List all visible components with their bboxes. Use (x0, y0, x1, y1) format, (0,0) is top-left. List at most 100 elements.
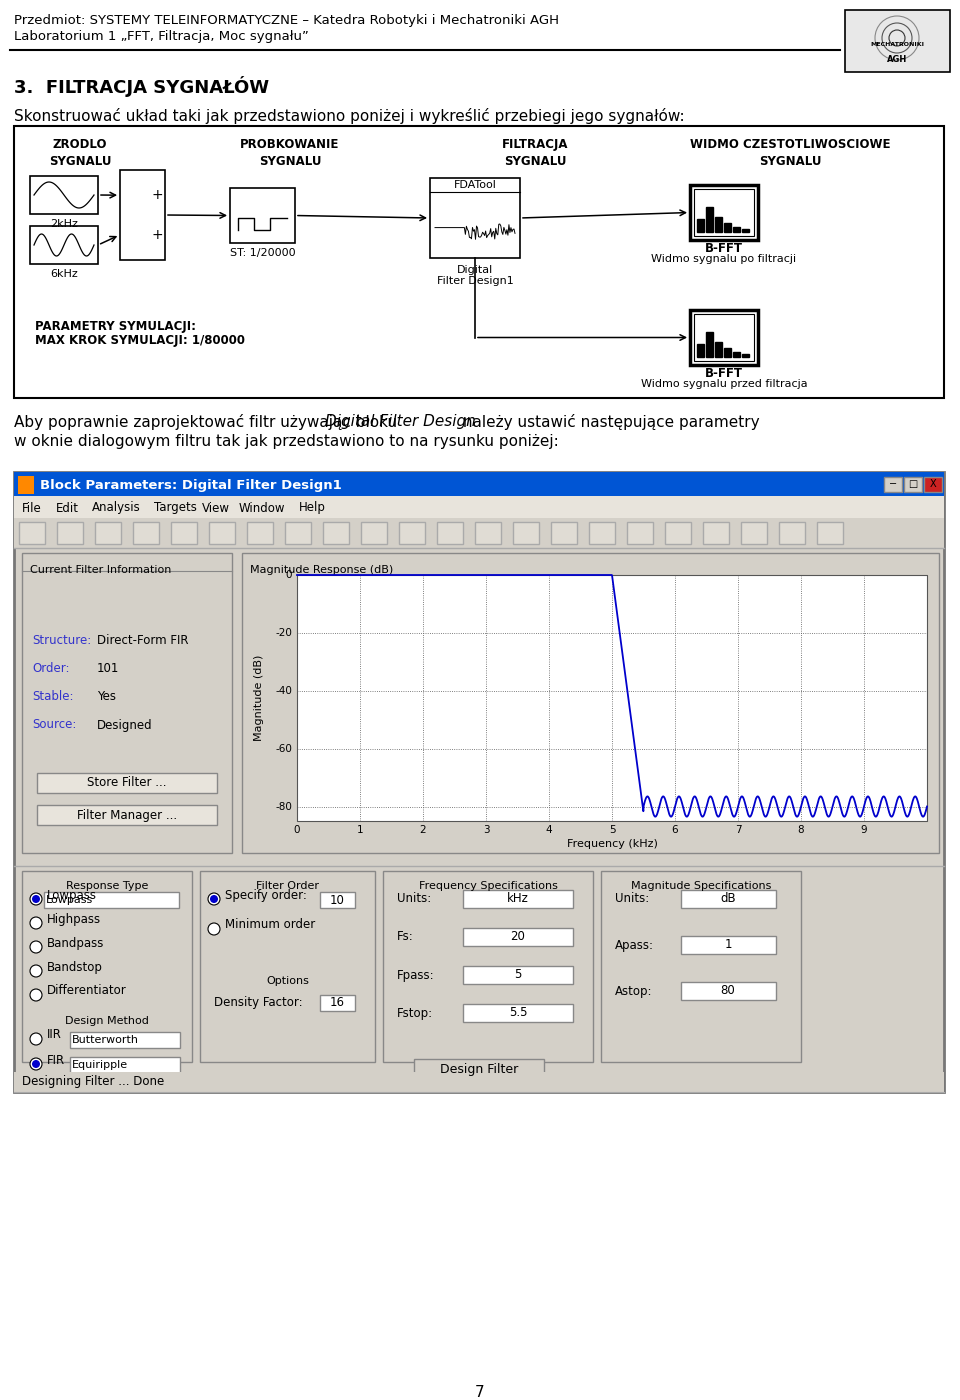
Text: Source:: Source: (32, 718, 77, 731)
Text: Apass:: Apass: (615, 938, 654, 952)
Bar (14, 518, 944, 547)
Bar (681, 937, 776, 953)
Text: Aby poprawnie zaprojektować filtr używając bloku: Aby poprawnie zaprojektować filtr używaj… (14, 414, 402, 430)
Bar (14, 126, 944, 398)
Text: FDATool: FDATool (453, 181, 496, 190)
Text: 7: 7 (475, 1385, 485, 1400)
Bar (133, 522, 159, 545)
Bar (703, 522, 729, 545)
Text: Designing Filter ... Done: Designing Filter ... Done (22, 1075, 164, 1089)
Text: −: − (889, 479, 897, 489)
Text: 3: 3 (483, 825, 490, 834)
Bar (247, 522, 273, 545)
Text: Bandpass: Bandpass (47, 937, 105, 949)
Text: -60: -60 (276, 743, 292, 753)
Text: View: View (202, 501, 230, 515)
Text: Butterworth: Butterworth (72, 1035, 139, 1044)
Bar (320, 995, 355, 1011)
Text: Przedmiot: SYSTEMY TELEINFORMATYCZNE – Katedra Robotyki i Mechatroniki AGH: Przedmiot: SYSTEMY TELEINFORMATYCZNE – K… (14, 14, 559, 27)
Text: 9: 9 (861, 825, 867, 834)
Bar (70, 1032, 180, 1049)
Bar (845, 10, 950, 71)
Bar (690, 309, 758, 365)
Text: Magnitude Specifications: Magnitude Specifications (631, 881, 771, 890)
Bar (463, 1004, 573, 1022)
Bar (383, 871, 593, 1063)
Text: Edit: Edit (56, 501, 79, 515)
Text: Skonstruować układ taki jak przedstawiono poniżej i wykreślić przebiegi jego syg: Skonstruować układ taki jak przedstawion… (14, 108, 684, 125)
Bar (37, 805, 217, 825)
Text: Filter Design1: Filter Design1 (437, 276, 514, 286)
Text: Fpass:: Fpass: (397, 969, 435, 981)
Bar (715, 342, 722, 357)
Bar (884, 477, 902, 491)
Bar (733, 227, 740, 232)
Bar (430, 178, 520, 258)
Bar (742, 354, 749, 357)
Bar (817, 522, 843, 545)
Circle shape (30, 1033, 42, 1044)
Text: MAX KROK SYMULACJI: 1/80000: MAX KROK SYMULACJI: 1/80000 (35, 335, 245, 347)
Bar (22, 553, 232, 853)
Text: AGH: AGH (887, 55, 907, 64)
Bar (589, 522, 615, 545)
Bar (323, 522, 349, 545)
Bar (70, 1057, 180, 1072)
Text: MECHATRONIKI: MECHATRONIKI (870, 42, 924, 48)
Circle shape (30, 1058, 42, 1070)
Bar (14, 496, 944, 518)
Bar (414, 1058, 544, 1079)
Text: Design Method: Design Method (65, 1016, 149, 1026)
Circle shape (30, 965, 42, 977)
Text: 2kHz: 2kHz (50, 218, 78, 230)
Bar (285, 522, 311, 545)
Text: Lowpass: Lowpass (47, 889, 97, 902)
Circle shape (30, 941, 42, 953)
Text: Widmo sygnalu po filtracji: Widmo sygnalu po filtracji (652, 253, 797, 265)
Bar (665, 522, 691, 545)
Bar (437, 522, 463, 545)
Text: Design Filter: Design Filter (440, 1063, 518, 1075)
Text: Differentiator: Differentiator (47, 984, 127, 997)
Text: 7: 7 (734, 825, 741, 834)
Circle shape (32, 895, 40, 903)
Text: Order:: Order: (32, 662, 69, 676)
Bar (95, 522, 121, 545)
Text: Laboratorium 1 „FFT, Filtracja, Moc sygnału”: Laboratorium 1 „FFT, Filtracja, Moc sygn… (14, 29, 309, 43)
Text: Frequency Specifications: Frequency Specifications (419, 881, 558, 890)
Bar (209, 522, 235, 545)
Text: 2: 2 (420, 825, 426, 834)
Bar (44, 892, 179, 909)
Text: Designed: Designed (97, 718, 153, 731)
Bar (681, 981, 776, 1000)
Text: B-FFT: B-FFT (705, 367, 743, 379)
Bar (171, 522, 197, 545)
Bar (706, 332, 713, 357)
Text: PARAMETRY SYMULACJI:: PARAMETRY SYMULACJI: (35, 321, 196, 333)
Text: Filter Manager ...: Filter Manager ... (77, 809, 177, 822)
Bar (904, 477, 922, 491)
Bar (463, 890, 573, 909)
Text: kHz: kHz (507, 893, 529, 906)
Text: Stable:: Stable: (32, 690, 74, 703)
Bar (715, 217, 722, 232)
Circle shape (30, 917, 42, 930)
Text: dB: dB (720, 893, 735, 906)
Text: Filter Order: Filter Order (256, 881, 319, 890)
Text: Magnitude Response (dB): Magnitude Response (dB) (250, 566, 394, 575)
Text: 5: 5 (609, 825, 615, 834)
Text: FIR: FIR (47, 1053, 65, 1067)
Circle shape (208, 893, 220, 904)
Circle shape (208, 923, 220, 935)
Text: Frequency (kHz): Frequency (kHz) (566, 839, 658, 848)
Text: Current Filter Information: Current Filter Information (30, 566, 172, 575)
Bar (30, 225, 98, 265)
Circle shape (210, 895, 218, 903)
Bar (601, 871, 801, 1063)
Bar (297, 575, 927, 820)
Bar (724, 349, 731, 357)
Text: należy ustawić następujące parametry: należy ustawić następujące parametry (459, 414, 760, 430)
Text: Digital Filter Design: Digital Filter Design (325, 414, 476, 428)
Bar (463, 966, 573, 984)
Text: 4: 4 (545, 825, 552, 834)
